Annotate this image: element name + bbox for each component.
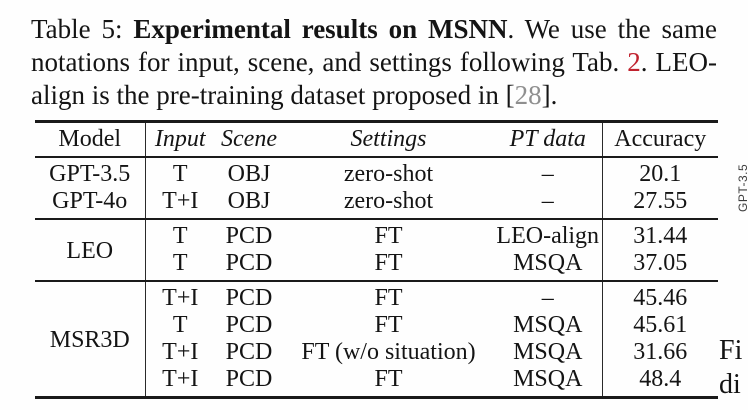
accuracy-cell: 37.05	[601, 249, 718, 281]
model-cell: GPT-4o	[52, 187, 128, 214]
table-row: GPT-4o T+I OBJ zero-shot – 27.55	[35, 187, 718, 219]
settings-cell: FT	[374, 249, 403, 276]
table-group-leo: LEO T PCD FT LEO-align 31.44 T PCD FT MS…	[35, 218, 718, 281]
scene-cell: PCD	[225, 365, 273, 392]
caption-line-3: align is the pre-training dataset propos…	[31, 79, 717, 112]
table-header-row: Model Input Scene Settings PT data Accur…	[35, 121, 718, 157]
input-cell: T+I	[144, 187, 215, 219]
citation-28-link[interactable]: 28	[514, 80, 542, 110]
accuracy-cell: 45.46	[601, 280, 718, 312]
model-cell: GPT-3.5	[49, 160, 131, 187]
settings-cell: FT (w/o situation)	[301, 338, 476, 365]
scene-cell: PCD	[225, 222, 273, 249]
pt-data-cell: MSQA	[513, 249, 583, 276]
table-row: T PCD FT MSQA 37.05	[35, 249, 718, 281]
settings-cell: FT	[374, 365, 403, 392]
caption-line-2-text: notations for input, scene, and settings…	[31, 47, 628, 77]
table-row: LEO T PCD FT LEO-align 31.44	[35, 218, 718, 264]
table-row: T+I PCD FT MSQA 48.4	[35, 365, 718, 397]
scene-cell: OBJ	[227, 187, 271, 214]
table-group-gpt: GPT-3.5 T OBJ zero-shot – 20.1 GPT-4o T+…	[35, 156, 718, 219]
scene-cell: PCD	[225, 338, 273, 365]
table-2-reference-link[interactable]: 2	[627, 47, 641, 77]
adjacent-figure-axis-label: GPT-3.5	[736, 163, 748, 212]
fragment-line-2: di	[719, 369, 741, 400]
input-cell: T+I	[144, 280, 215, 312]
header-pt-data: PT data	[509, 125, 586, 152]
caption-line-2: notations for input, scene, and settings…	[31, 46, 717, 79]
scene-cell: PCD	[225, 311, 273, 338]
table-caption: Table 5: Experimental results on MSNN. W…	[31, 13, 717, 112]
accuracy-cell-best: 48.4	[601, 365, 718, 397]
accuracy-cell: 27.55	[601, 187, 718, 219]
input-cell: T+I	[144, 338, 215, 366]
header-settings: Settings	[350, 125, 427, 152]
caption-line-3-rest: ].	[541, 80, 558, 110]
settings-cell: FT	[374, 311, 403, 338]
header-input: Input	[144, 121, 215, 157]
scene-cell: PCD	[225, 249, 273, 276]
input-cell: T	[144, 311, 215, 339]
caption-line-1-rest: . We use the same	[507, 14, 717, 44]
header-scene: Scene	[221, 125, 277, 152]
pt-data-cell: MSQA	[513, 365, 583, 392]
table-group-msr3d: MSR3D T+I PCD FT – 45.46 T PCD FT MSQA 4…	[35, 280, 718, 397]
caption-table-number: Table 5:	[31, 14, 134, 44]
accuracy-cell: 20.1	[601, 156, 718, 188]
settings-cell: FT	[374, 284, 403, 311]
pt-data-cell: LEO-align	[496, 222, 600, 249]
settings-cell: FT	[374, 222, 403, 249]
table-row: T+I PCD FT (w/o situation) MSQA 31.66	[35, 338, 718, 366]
pt-data-cell: MSQA	[513, 338, 583, 365]
table-row: T PCD FT MSQA 45.61	[35, 311, 718, 339]
model-cell: LEO	[66, 237, 114, 264]
caption-title-bold: Experimental results on MSNN	[133, 14, 508, 44]
pt-data-cell: –	[541, 187, 554, 214]
accuracy-cell: 31.66	[601, 338, 718, 366]
pt-data-cell: –	[541, 284, 554, 311]
caption-line-1: Table 5: Experimental results on MSNN. W…	[31, 13, 717, 46]
caption-line-3-text: align is the pre-training dataset propos…	[31, 80, 515, 110]
scene-cell: OBJ	[227, 160, 271, 187]
pt-data-cell: –	[541, 160, 554, 187]
adjacent-figure-caption-fragment: Fi di	[719, 334, 742, 402]
accuracy-cell: 31.44	[601, 218, 718, 250]
settings-cell: zero-shot	[343, 187, 434, 214]
pt-data-cell: MSQA	[513, 311, 583, 338]
table-row: MSR3D T+I PCD FT – 45.46	[35, 280, 718, 353]
settings-cell: zero-shot	[343, 160, 434, 187]
scene-cell: PCD	[225, 284, 273, 311]
header-accuracy: Accuracy	[601, 121, 718, 157]
header-model: Model	[58, 125, 122, 152]
accuracy-cell: 45.61	[601, 311, 718, 339]
model-cell: MSR3D	[49, 326, 130, 353]
input-cell: T	[144, 218, 215, 250]
caption-line-2-rest: . LEO-	[640, 47, 717, 77]
input-cell: T+I	[144, 365, 215, 397]
input-cell: T	[144, 249, 215, 281]
fragment-line-1: Fi	[719, 335, 743, 366]
results-table: Model Input Scene Settings PT data Accur…	[35, 120, 718, 399]
table-row: GPT-3.5 T OBJ zero-shot – 20.1	[35, 156, 718, 188]
input-cell: T	[144, 156, 215, 188]
